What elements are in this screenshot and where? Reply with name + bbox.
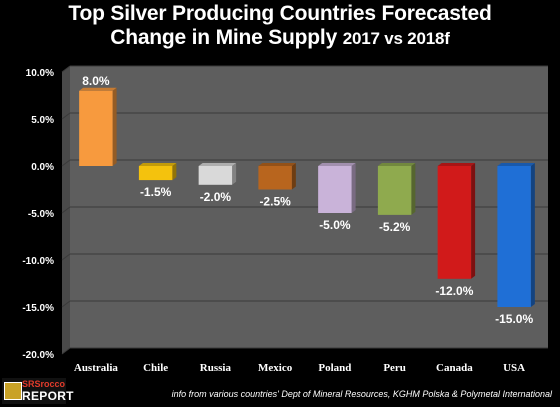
x-tick-label: Peru: [383, 362, 406, 374]
data-label: -1.5%: [140, 185, 172, 199]
logo-line-1: SRSrocco: [22, 379, 66, 389]
bar-side: [471, 163, 476, 279]
bar-front: [497, 166, 531, 307]
bar-side: [112, 87, 117, 166]
title-line-2-main: Change in Mine Supply: [110, 26, 338, 49]
logo-line-2: REPORT: [22, 389, 74, 403]
bar-mexico: [258, 163, 296, 190]
bar-front: [318, 166, 352, 213]
bar-front: [377, 166, 412, 215]
x-axis: Australia Chile Russia Mexico Poland Peru Cana…: [74, 362, 525, 374]
gridline-side: [61, 253, 71, 261]
bar-peru: [377, 163, 416, 215]
gridline-side: [61, 159, 71, 167]
chart-title: Top Silver Producing Countries Forecaste…: [0, 2, 560, 51]
bar-usa: [497, 163, 535, 307]
bar-top: [138, 163, 177, 166]
y-tick-label: 5.0%: [31, 115, 54, 126]
data-label: -5.0%: [319, 218, 351, 232]
bar-top: [198, 163, 237, 166]
title-line-2: Change in Mine Supply 2017 vs 2018f: [0, 26, 560, 51]
srsrocco-logo: SRSrocco REPORT: [2, 378, 74, 404]
data-label: -2.0%: [200, 190, 232, 204]
x-tick-label: Chile: [143, 362, 168, 374]
bar-front: [79, 90, 113, 166]
gridline-side: [61, 347, 71, 355]
title-line-1: Top Silver Producing Countries Forecaste…: [68, 2, 492, 25]
plot-background: [62, 66, 548, 354]
bar-front: [437, 166, 472, 279]
bar-top: [79, 87, 117, 91]
y-tick-label: -10.0%: [22, 256, 54, 267]
x-tick-label: Russia: [200, 362, 232, 374]
bar-side: [351, 163, 356, 213]
data-label: -15.0%: [495, 312, 533, 326]
bar-australia: [79, 87, 117, 166]
bar-poland: [318, 163, 356, 213]
data-label: -12.0%: [435, 284, 473, 298]
bar-side: [172, 163, 177, 181]
title-line-2-years: 2017 vs 2018f: [342, 29, 450, 48]
bar-front: [258, 166, 292, 190]
gridline-side: [61, 206, 71, 214]
y-axis: 10.0% 5.0% 0.0% -5.0% -10.0% -15.0% -20.0%: [22, 68, 54, 361]
data-labels: 8.0% -1.5% -2.0% -2.5% -5.0% -5.2% -12.0% -15.0…: [82, 74, 533, 326]
bar-top: [437, 163, 476, 166]
x-tick-label: USA: [503, 362, 525, 374]
gridline-side: [61, 300, 71, 308]
bar-front: [138, 166, 173, 181]
bar-top: [258, 163, 296, 166]
bar-side: [232, 163, 237, 185]
data-label: 8.0%: [82, 74, 110, 88]
bar-canada: [437, 163, 476, 279]
x-tick-label: Canada: [436, 362, 473, 374]
y-tick-label: -15.0%: [22, 303, 54, 314]
source-note: info from various countries' Dept of Min…: [171, 389, 552, 399]
x-tick-label: Australia: [74, 362, 119, 374]
bar-side: [530, 163, 535, 307]
y-tick-label: 10.0%: [26, 68, 54, 79]
bar-chile: [138, 163, 177, 181]
y-tick-label: -5.0%: [28, 209, 54, 220]
bar-side: [291, 163, 296, 190]
bar-russia: [198, 163, 237, 185]
y-tick-label: 0.0%: [31, 162, 54, 173]
bar-top: [377, 163, 416, 166]
data-label: -5.2%: [379, 220, 411, 234]
gridline-side: [61, 112, 71, 120]
bar-side: [411, 163, 416, 215]
data-label: -2.5%: [259, 195, 291, 209]
x-tick-label: Poland: [318, 362, 351, 374]
bar-top: [497, 163, 535, 166]
logo-mark-icon: [4, 382, 22, 400]
gridline-side: [61, 65, 71, 73]
y-tick-label: -20.0%: [22, 350, 54, 361]
bar-top: [318, 163, 356, 166]
bar-front: [198, 166, 233, 185]
x-tick-label: Mexico: [258, 362, 293, 374]
bars: [79, 87, 535, 307]
